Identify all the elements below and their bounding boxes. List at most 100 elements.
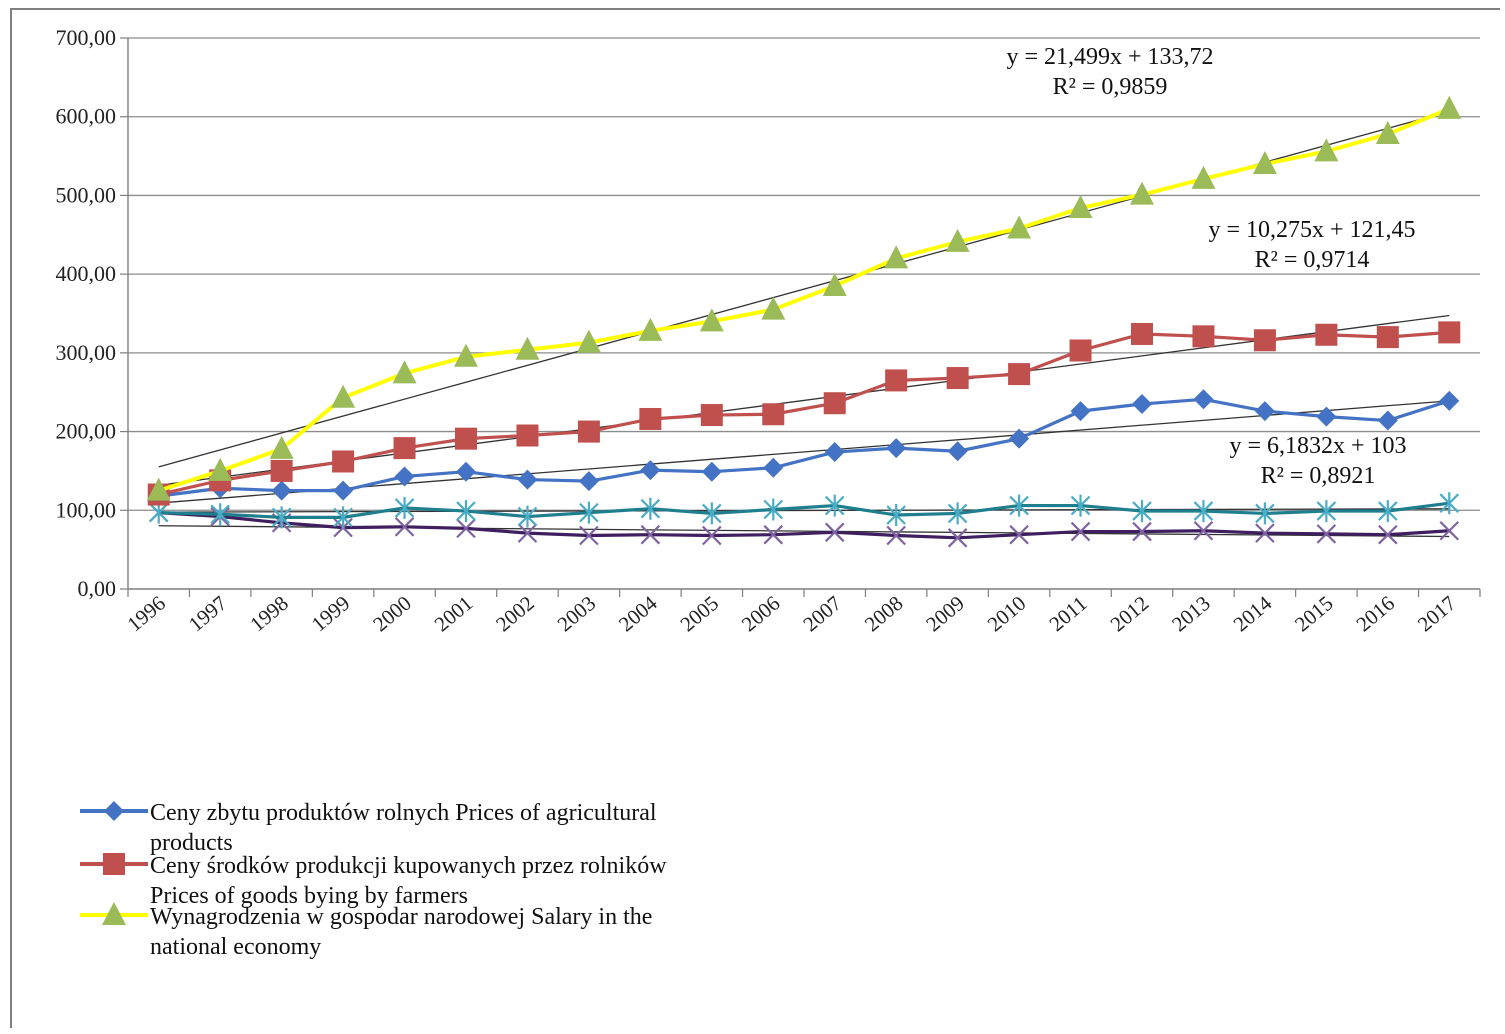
chart-frame — [10, 8, 1500, 1028]
data-point — [886, 438, 907, 459]
data-point — [102, 902, 126, 925]
trendline-r2: R² = 0,9714 — [1255, 247, 1370, 273]
data-point — [1315, 323, 1338, 346]
data-point — [516, 424, 539, 447]
data-point — [824, 494, 845, 517]
data-point — [1191, 165, 1216, 189]
x-tick-label: 2013 — [1167, 591, 1215, 636]
x-tick-label: 1997 — [184, 591, 232, 636]
trendline-r2: R² = 0,8921 — [1261, 463, 1376, 489]
data-point — [517, 505, 538, 528]
legend-label: Wynagrodzenia w gospodar narodowej Salar… — [150, 904, 652, 930]
data-point — [456, 461, 476, 482]
legend-label: products — [150, 830, 233, 856]
data-point — [517, 469, 538, 490]
data-point — [1253, 329, 1276, 352]
data-point — [579, 501, 599, 524]
data-point — [576, 329, 601, 353]
legend: Ceny zbytu produktów rolnych Prices of a… — [80, 800, 667, 960]
data-point — [333, 506, 353, 529]
data-point — [1439, 520, 1460, 541]
series-line — [158, 501, 1450, 519]
series-line — [158, 330, 1450, 497]
data-point — [517, 523, 538, 543]
y-tick-label: 700,00 — [56, 25, 117, 50]
y-tick-label: 300,00 — [56, 340, 117, 365]
trendline-r2: R² = 0,9859 — [1053, 74, 1168, 100]
y-tick-label: 400,00 — [56, 261, 117, 286]
y-tick-label: 100,00 — [56, 497, 117, 522]
data-point — [1132, 521, 1152, 542]
data-point — [146, 477, 171, 501]
data-point — [1439, 390, 1460, 411]
data-point — [884, 245, 909, 269]
data-point — [1376, 326, 1399, 349]
data-point — [886, 525, 906, 546]
data-point — [394, 496, 415, 519]
x-tick-label: 1999 — [307, 591, 355, 636]
data-point — [210, 503, 230, 526]
data-point — [946, 367, 969, 390]
data-point — [1437, 95, 1462, 119]
data-point — [1070, 401, 1091, 422]
data-point — [702, 525, 722, 546]
y-tick-label: 0,00 — [78, 576, 117, 601]
data-point — [333, 480, 354, 501]
data-point — [1132, 500, 1152, 523]
legend-label: Ceny środków produkcji kupowanych przez … — [150, 853, 667, 879]
trendline — [158, 400, 1450, 504]
x-tick-label: 2003 — [553, 591, 601, 636]
y-tick-label: 500,00 — [56, 182, 117, 207]
data-point — [640, 460, 661, 481]
data-point — [699, 308, 724, 332]
data-point — [394, 517, 415, 537]
data-point — [1439, 492, 1460, 515]
data-point — [1009, 524, 1029, 545]
x-tick-label: 2016 — [1352, 591, 1400, 636]
x-tick-label: 2001 — [430, 591, 478, 636]
series-line — [158, 397, 1450, 498]
data-point — [269, 435, 294, 459]
data-point — [640, 524, 661, 545]
data-point — [702, 502, 722, 525]
trendlines — [158, 110, 1450, 538]
data-point — [1009, 428, 1030, 449]
data-point — [104, 801, 124, 821]
data-point — [1378, 500, 1398, 523]
x-tick-label: 2015 — [1290, 591, 1338, 636]
data-point — [1254, 401, 1275, 422]
data-point — [393, 437, 416, 460]
data-point — [886, 504, 906, 527]
x-tick-label: 2007 — [798, 591, 846, 636]
y-tick-label: 600,00 — [56, 104, 117, 129]
trendline-equation: y = 10,275x + 121,45 — [1208, 217, 1415, 243]
series-line — [158, 511, 1450, 540]
data-point — [331, 384, 356, 408]
data-point — [455, 427, 477, 450]
data-point — [945, 228, 970, 252]
trendline-equation: y = 21,499x + 133,72 — [1006, 44, 1213, 70]
x-tick-label: 2005 — [676, 591, 724, 636]
data-point — [1009, 494, 1029, 517]
data-point — [394, 466, 415, 487]
data-point — [1193, 389, 1214, 410]
data-point — [1130, 181, 1154, 205]
data-point — [947, 441, 968, 462]
data-point — [1316, 406, 1337, 427]
data-point — [823, 392, 846, 415]
data-point — [639, 407, 662, 430]
legend-label: Prices of goods bying by farmers — [150, 883, 468, 909]
data-point — [1316, 524, 1337, 544]
x-tick-label: 1996 — [122, 591, 170, 636]
series-2 — [146, 95, 1462, 501]
data-point — [1132, 394, 1152, 415]
x-tick-label: 2011 — [1045, 591, 1092, 636]
data-point — [1068, 195, 1093, 219]
legend-label: Ceny zbytu produktów rolnych Prices of a… — [150, 800, 657, 826]
data-point — [1193, 520, 1214, 541]
data-point — [103, 853, 125, 875]
data-point — [454, 343, 478, 367]
x-tick-label: 2002 — [491, 591, 539, 636]
x-tick-label: 2000 — [368, 591, 416, 636]
